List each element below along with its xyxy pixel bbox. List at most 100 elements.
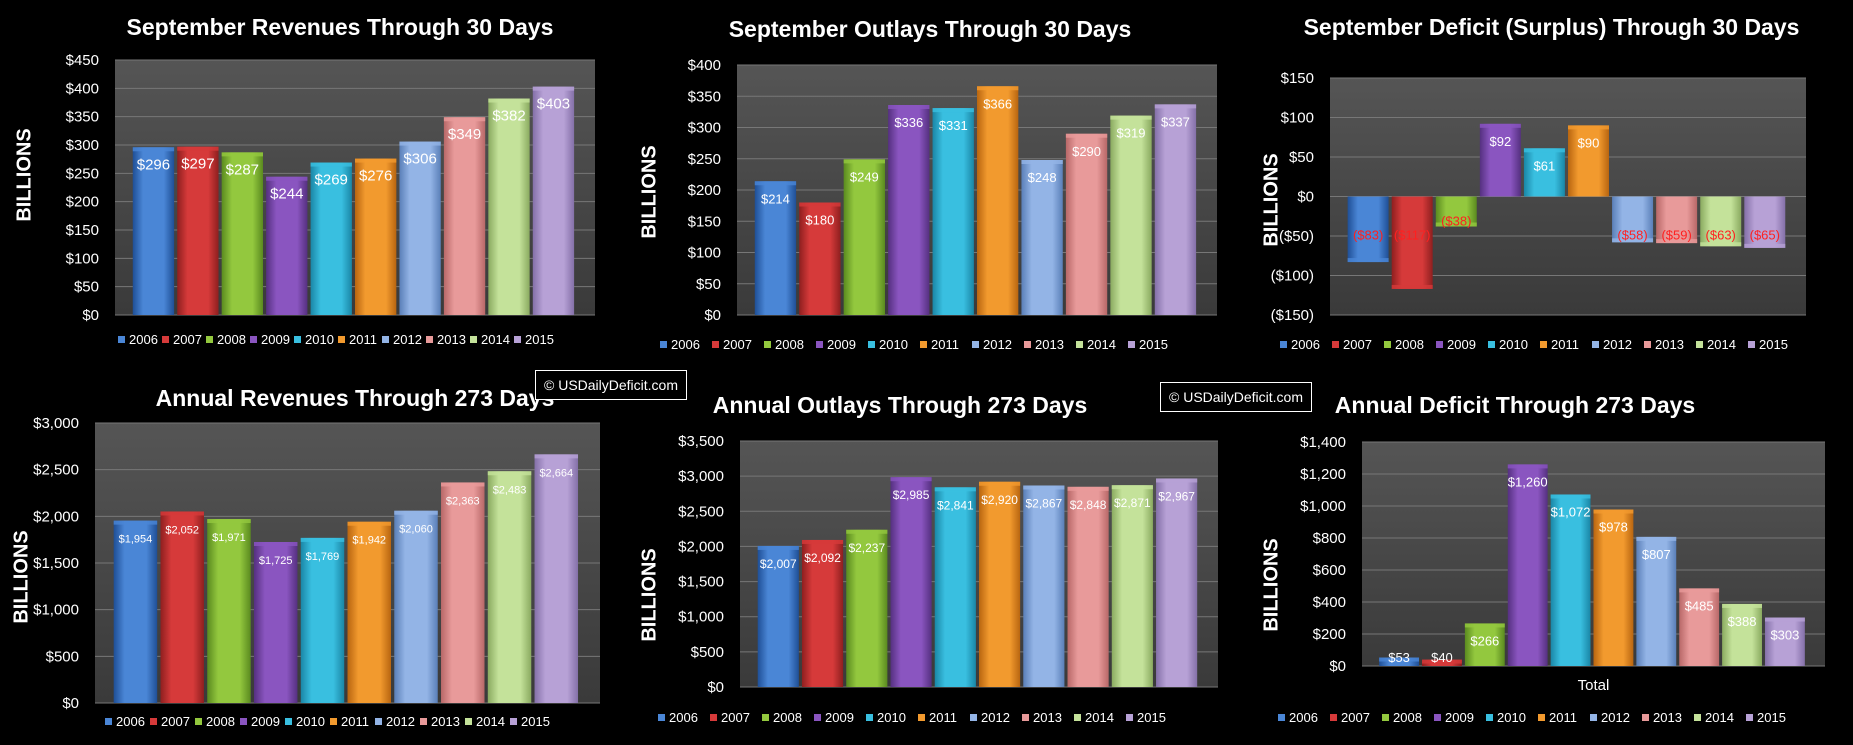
- legend-entry-2014: 2014: [1087, 337, 1116, 352]
- legend-entry-2008: 2008: [775, 337, 804, 352]
- bar-cap: [1612, 238, 1654, 243]
- legend-swatch: [150, 718, 157, 725]
- legend-swatch: [1694, 714, 1701, 721]
- bar-cap: [1156, 478, 1198, 483]
- legend-entry-2015: 2015: [525, 332, 554, 347]
- legend-entry-2007: 2007: [721, 710, 750, 725]
- bar-cap: [1700, 242, 1742, 247]
- bar-cap: [1021, 160, 1063, 164]
- legend-swatch: [1280, 341, 1287, 348]
- legend-swatch: [1488, 341, 1495, 348]
- legend-entry-2013: 2013: [1653, 710, 1682, 725]
- legend-entry-2012: 2012: [393, 332, 422, 347]
- legend-entry-2007: 2007: [161, 714, 190, 729]
- bar-2006: [132, 147, 175, 315]
- legend-entry-2010: 2010: [296, 714, 325, 729]
- y-tick-label: $1,500: [678, 574, 724, 591]
- bar-2008: [207, 519, 251, 703]
- legend-entry-2006: 2006: [1289, 710, 1318, 725]
- y-tick-label: $3,000: [33, 415, 79, 432]
- bar-cap: [443, 117, 486, 122]
- legend-swatch: [465, 718, 472, 725]
- data-label: $2,483: [493, 484, 527, 496]
- data-label: ($38): [1441, 214, 1471, 229]
- data-label: $290: [1072, 144, 1101, 159]
- y-tick-label: $2,500: [33, 462, 79, 479]
- bar-cap: [266, 176, 308, 181]
- data-label: $331: [939, 118, 968, 133]
- bar-2013: [1679, 588, 1720, 666]
- chart-title: Annual Revenues Through 273 Days: [155, 385, 555, 411]
- legend-swatch: [920, 341, 927, 348]
- data-label: $2,841: [937, 498, 974, 512]
- legend-entry-2008: 2008: [1393, 710, 1422, 725]
- bar-2014: [1722, 603, 1762, 666]
- y-tick-label: $0: [1297, 189, 1314, 206]
- bar-cap: [1722, 603, 1762, 608]
- legend-entry-2010: 2010: [305, 332, 334, 347]
- data-label: $1,942: [352, 535, 386, 547]
- bar-2015: [1154, 104, 1197, 315]
- chart-svg: $0 $50 $100 $150 $200 $250 $300 $350 $400 $450 BIL…: [13, 52, 595, 347]
- data-label: $1,769: [306, 551, 340, 563]
- data-label: $336: [894, 115, 923, 130]
- legend-entry-2006: 2006: [669, 710, 698, 725]
- legend-entry-2009: 2009: [251, 714, 280, 729]
- legend-swatch: [1074, 714, 1081, 721]
- legend-swatch: [972, 341, 979, 348]
- legend-swatch: [285, 718, 292, 725]
- legend-swatch: [240, 718, 247, 725]
- y-tick-label: $1,200: [1300, 466, 1346, 483]
- legend-entry-2006: 2006: [1291, 337, 1320, 352]
- data-label: ($83): [1353, 228, 1383, 243]
- y-tick-label: $3,000: [678, 468, 724, 485]
- bar-2009: [1507, 464, 1548, 666]
- data-label: $2,867: [1025, 496, 1062, 510]
- legend-entry-2011: 2011: [929, 710, 957, 725]
- data-label: $2,363: [446, 495, 480, 507]
- bar-2013: [443, 117, 486, 315]
- y-tick-label: $50: [1289, 149, 1314, 166]
- chart-svg: $0 $500 $1,000 $1,500 $2,000 $2,500 $3,000 BILL…: [10, 415, 600, 729]
- data-label: $388: [1728, 614, 1757, 629]
- legend-swatch: [1748, 341, 1755, 348]
- bar-cap: [977, 86, 1019, 91]
- legend-entry-2014: 2014: [1705, 710, 1734, 725]
- legend-swatch: [105, 718, 112, 725]
- data-label: $807: [1642, 547, 1671, 562]
- y-tick-label: $50: [696, 276, 721, 293]
- legend-entry-2011: 2011: [1549, 710, 1577, 725]
- y-tick-label: $1,400: [1300, 434, 1346, 451]
- legend-swatch: [1384, 341, 1391, 348]
- legend-swatch: [330, 718, 337, 725]
- legend-swatch: [1330, 714, 1337, 721]
- bar-cap: [355, 158, 397, 163]
- legend-swatch: [1128, 341, 1135, 348]
- legend-swatch: [1644, 341, 1651, 348]
- bar-2008: [221, 152, 263, 315]
- bar-2009: [888, 105, 930, 315]
- y-tick-label: $100: [1281, 110, 1314, 127]
- legend-entry-2013: 2013: [437, 332, 466, 347]
- y-tick-label: $0: [62, 695, 79, 712]
- bar-cap: [1110, 115, 1152, 120]
- y-tick-label: $150: [1281, 70, 1314, 87]
- data-label: $90: [1578, 135, 1600, 150]
- legend-swatch: [1024, 341, 1031, 348]
- data-label: ($63): [1706, 228, 1736, 243]
- bar-2006: [1379, 657, 1420, 666]
- data-label: $249: [850, 169, 879, 184]
- bar-cap: [1023, 485, 1065, 490]
- data-label: $2,985: [893, 488, 930, 502]
- legend-entry-2013: 2013: [1035, 337, 1064, 352]
- data-label: $306: [403, 151, 436, 168]
- legend-swatch: [1076, 341, 1083, 348]
- bar-cap: [1111, 485, 1153, 490]
- legend-swatch: [764, 341, 771, 348]
- chart-september-revenues: September Revenues Through 30 Days $0 $50…: [0, 0, 620, 362]
- bar-cap: [979, 481, 1021, 486]
- chart-title: Annual Outlays Through 273 Days: [712, 392, 1088, 418]
- bar-cap: [347, 521, 391, 526]
- bar-2006: [757, 545, 799, 687]
- chart-title: Annual Deficit Through 273 Days: [1334, 392, 1696, 418]
